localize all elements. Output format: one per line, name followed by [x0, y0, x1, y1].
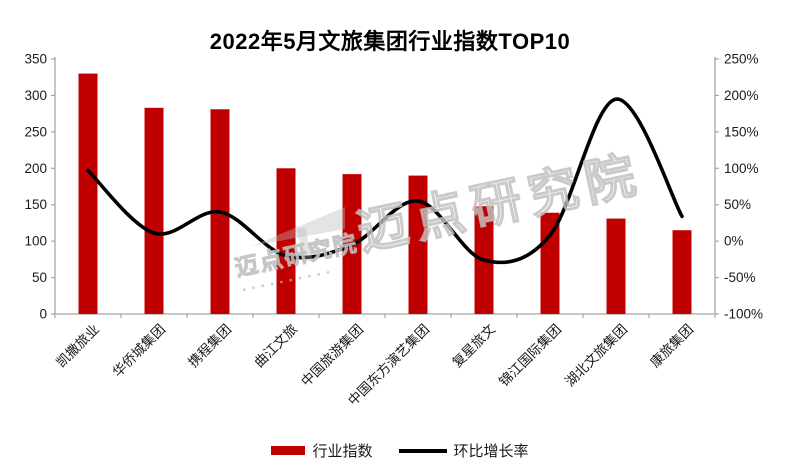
x-tick-label: 携程集团 [185, 322, 234, 371]
left-tick-label: 100 [24, 234, 47, 249]
right-tick-label: -100% [724, 307, 763, 322]
right-tick-label: 150% [724, 124, 759, 139]
left-tick-label: 150 [24, 197, 47, 212]
right-tick-label: 200% [724, 88, 759, 103]
left-tick-label: 0 [39, 307, 47, 322]
bar [606, 218, 626, 314]
bar-series-swatch [271, 446, 306, 455]
line-series-label: 环比增长率 [453, 443, 529, 460]
bar [672, 230, 692, 314]
chart-title: 2022年5月文旅集团行业指数TOP10 [209, 29, 571, 54]
legend-item-growth-rate: 环比增长率 [398, 440, 529, 461]
right-tick-label: 0% [724, 234, 744, 249]
x-tick-label: 锦江国际集团 [496, 322, 564, 390]
line-series-swatch [398, 448, 447, 453]
left-tick-label: 200 [24, 161, 47, 176]
left-tick-label: 50 [32, 270, 47, 285]
right-tick-label: 100% [724, 161, 759, 176]
watermark-pole-icon [296, 227, 313, 263]
right-tick-label: -50% [724, 270, 756, 285]
legend-item-industry-index: 行业指数 [271, 440, 373, 461]
x-tick-label: 康旅集团 [647, 321, 696, 370]
x-tick-label: 华侨城集团 [110, 322, 168, 380]
x-tick-label: 中国旅游集团 [298, 322, 366, 390]
x-tick-label: 湖北文旅集团 [562, 322, 630, 390]
growth-line [86, 97, 684, 265]
left-tick-label: 250 [24, 124, 47, 139]
bar [144, 107, 164, 314]
bar-series-label: 行业指数 [312, 443, 373, 460]
bar [408, 175, 428, 314]
right-tick-label: 250% [724, 52, 759, 67]
left-tick-label: 350 [24, 52, 47, 67]
bar [276, 168, 296, 314]
watermark-text-large: 迈点研究院 [353, 146, 648, 261]
bar [540, 212, 560, 314]
legend: 行业指数 环比增长率 [0, 440, 800, 461]
watermark-flag-icon [252, 207, 345, 246]
x-tick-label: 曲江文旅 [251, 322, 300, 371]
left-tick-label: 300 [24, 88, 47, 103]
x-tick-label: 凯撒旅业 [53, 322, 102, 371]
bar [78, 73, 98, 314]
right-tick-label: 50% [724, 197, 751, 212]
x-tick-label: 复星旅文 [449, 320, 499, 370]
